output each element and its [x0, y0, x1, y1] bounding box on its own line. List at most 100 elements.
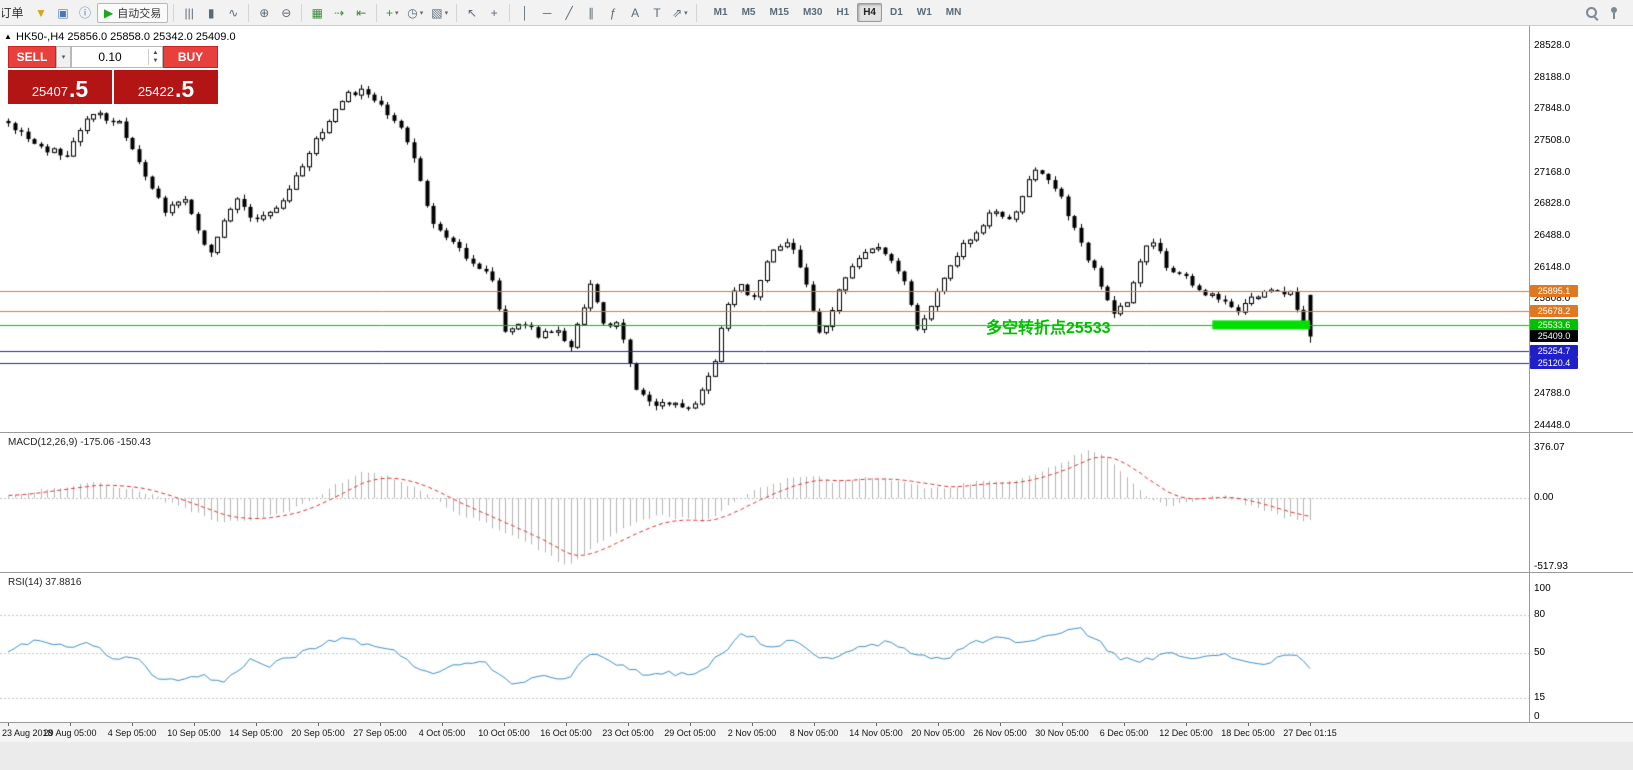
time-tick	[318, 723, 319, 726]
one-click-trade-panel: SELL ▾ 0.10 ▲ ▼ BUY 25407 .5	[8, 46, 218, 104]
sell-button[interactable]: SELL	[8, 46, 56, 68]
toolbar-separator	[248, 3, 250, 22]
autotrading-button[interactable]: ▶ 自动交易	[97, 2, 169, 23]
fibonacci-icon: ƒ	[609, 5, 617, 20]
horizontal-line-icon[interactable]: ─	[537, 3, 557, 23]
buy-price-big: .5	[174, 76, 195, 103]
buy-button[interactable]: BUY	[163, 46, 218, 68]
zoom-out-icon: ⊖	[281, 5, 292, 20]
timeframe-d1[interactable]: D1	[889, 7, 903, 18]
time-axis-label: 30 Nov 05:00	[1035, 728, 1089, 738]
chevron-down-icon: ▾	[419, 9, 424, 17]
rsi-axis-label: 15	[1534, 691, 1546, 703]
chevron-down-icon: ▾	[684, 9, 688, 17]
time-axis-label: 8 Nov 05:00	[789, 728, 839, 738]
price-axis-label: 26488.0	[1534, 230, 1571, 241]
bar-chart-icon: |||	[184, 5, 194, 20]
funnel-icon[interactable]: ▼	[31, 3, 51, 23]
chevron-down-icon: ▾	[394, 9, 399, 17]
arrows-icon[interactable]: ⇗ ▾	[669, 3, 691, 23]
time-axis-label: 29 Oct 05:00	[664, 728, 716, 738]
spin-down-icon[interactable]: ▼	[152, 58, 159, 64]
price-axis-label: 24448.0	[1534, 420, 1571, 431]
price-chart-panel: ▲ HK50-,H4 25856.0 25858.0 25342.0 25409…	[0, 26, 1633, 432]
cursor-icon: ↖	[467, 5, 478, 20]
vertical-line-icon: │	[521, 5, 529, 20]
trendline-icon[interactable]: ╱	[559, 3, 579, 23]
fibonacci-icon[interactable]: ƒ	[603, 3, 623, 23]
buy-price-main: 25422	[137, 84, 174, 99]
zoom-in-icon: ⊕	[259, 5, 270, 20]
funnel-icon: ▼	[35, 5, 47, 20]
timeframe-m5[interactable]: M5	[741, 7, 756, 18]
time-tick	[8, 723, 9, 726]
time-tick	[752, 723, 753, 726]
channel-icon[interactable]: ∥	[581, 3, 601, 23]
crosshair-icon[interactable]: +	[484, 3, 504, 23]
line-chart-icon: ∿	[228, 5, 239, 20]
rsi-canvas[interactable]	[0, 573, 1529, 722]
timeframe-m15[interactable]: M15	[769, 7, 789, 18]
trade-options-dropdown[interactable]: ▾	[56, 46, 71, 68]
help-icon[interactable]: ⓘ	[75, 3, 95, 23]
text-label-icon: T	[653, 5, 661, 20]
sell-price-button[interactable]: 25407 .5	[8, 70, 112, 104]
toolbar-separator	[376, 3, 378, 22]
bar-chart-icon[interactable]: |||	[179, 3, 199, 23]
pin-icon[interactable]	[1606, 5, 1622, 21]
timeframe-m30[interactable]: M30	[802, 7, 823, 18]
zoom-out-icon[interactable]: ⊖	[276, 3, 296, 23]
time-axis-label: 18 Dec 05:00	[1221, 728, 1275, 738]
macd-canvas[interactable]	[0, 433, 1529, 572]
text-icon: A	[631, 5, 640, 20]
price-axis-label: 26828.0	[1534, 198, 1571, 210]
chart-collapse-icon[interactable]: ▲	[4, 32, 12, 41]
timeframe-w1[interactable]: W1	[916, 7, 932, 18]
toolbar: 订单 ▼ ▣ ⓘ ▶ 自动交易 ||| ▮ ∿ ⊕ ⊖ ▦ ⇢ ⇤ + ▾ ◷ ▾ ▧ ▾ ↖ + │ ─ ╱ ∥ ƒ A T ⇗ ▾ M…	[0, 0, 1633, 26]
help-icon: ⓘ	[78, 5, 91, 20]
new-order-button[interactable]: 订单	[1, 3, 29, 23]
timeframe-h1[interactable]: H1	[836, 7, 850, 18]
rsi-panel: RSI(14) 37.8816 100 80 50 15 0	[0, 572, 1633, 722]
toolbar-separator	[695, 3, 697, 22]
search-icon[interactable]	[1584, 5, 1600, 21]
price-axis-label: 26148.0	[1534, 261, 1571, 273]
zoom-in-icon[interactable]: ⊕	[254, 3, 274, 23]
cursor-icon[interactable]: ↖	[462, 3, 482, 23]
time-axis[interactable]: 23 Aug 2018 29 Aug 05:00 4 Sep 05:00 10 Sep…	[0, 722, 1633, 742]
price-axis-label: 28528.0	[1534, 40, 1571, 51]
candlestick-icon[interactable]: ▮	[201, 3, 221, 23]
timeframe-m1[interactable]: M1	[713, 7, 728, 18]
profiles-icon[interactable]: ▣	[53, 3, 73, 23]
timeframe-mn[interactable]: MN	[945, 7, 962, 18]
timeframe-h4[interactable]: H4	[857, 3, 882, 22]
time-tick	[876, 723, 877, 726]
new-indicator-icon[interactable]: + ▾	[382, 3, 402, 23]
time-axis-label: 29 Aug 05:00	[43, 728, 97, 738]
periods-icon[interactable]: ◷ ▾	[404, 3, 426, 23]
macd-axis-label: -517.93	[1534, 561, 1568, 572]
spin-up-icon[interactable]: ▲	[152, 50, 159, 56]
time-tick	[380, 723, 381, 726]
buy-price-button[interactable]: 25422 .5	[114, 70, 218, 104]
templates-icon[interactable]: ▧ ▾	[428, 3, 451, 23]
time-tick	[442, 723, 443, 726]
chart-annotation-text[interactable]: 多空转折点25533	[986, 320, 1111, 337]
text-icon[interactable]: A	[625, 3, 645, 23]
time-tick	[194, 723, 195, 726]
auto-scroll-icon[interactable]: ⇢	[329, 3, 349, 23]
tile-windows-icon[interactable]: ▦	[307, 3, 327, 23]
time-tick	[938, 723, 939, 726]
rsi-axis-label: 80	[1534, 608, 1546, 620]
price-chart-canvas[interactable]	[0, 26, 1529, 432]
text-label-icon[interactable]: T	[647, 3, 667, 23]
time-axis-label: 23 Aug 2018	[2, 728, 53, 738]
vertical-line-icon[interactable]: │	[515, 3, 535, 23]
line-chart-icon[interactable]: ∿	[223, 3, 243, 23]
time-tick	[1000, 723, 1001, 726]
chart-shift-icon[interactable]: ⇤	[351, 3, 371, 23]
time-axis-label: 10 Sep 05:00	[167, 728, 221, 738]
volume-stepper[interactable]: ▲ ▼	[148, 49, 162, 65]
volume-input[interactable]: 0.10 ▲ ▼	[71, 46, 163, 68]
